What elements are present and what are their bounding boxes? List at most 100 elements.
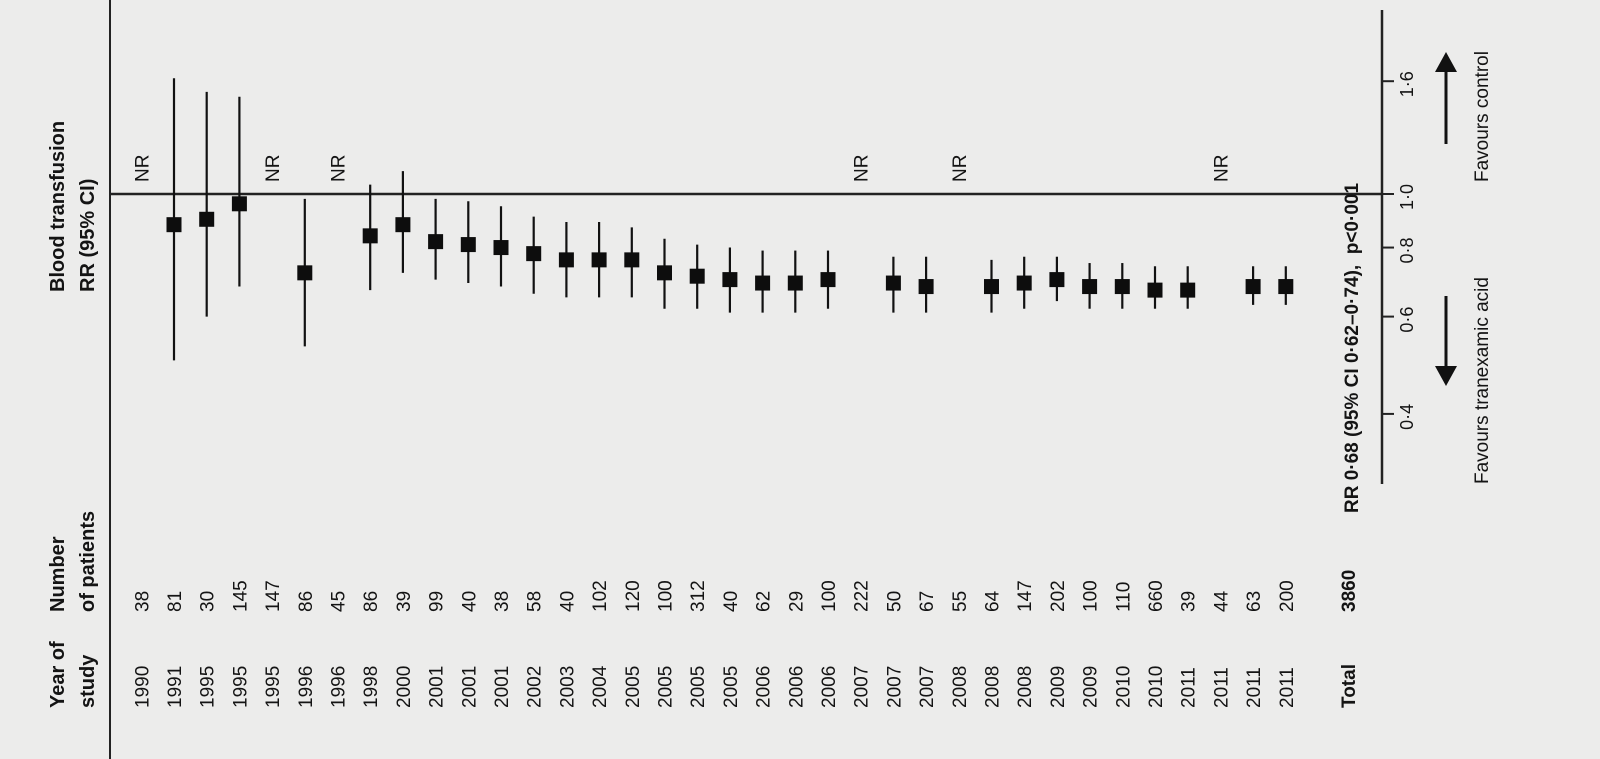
year-label: 2000 [394, 666, 415, 708]
total-patients: 3860 [1339, 570, 1360, 612]
point-estimate [722, 272, 738, 288]
year-label: 2009 [1081, 666, 1102, 708]
patients-label-group: 63 [1244, 591, 1265, 612]
total-patients-label: 3860 [1339, 570, 1360, 612]
year-label: 1995 [198, 666, 219, 708]
total-label: Total [1339, 664, 1360, 708]
point-estimate [591, 252, 607, 268]
year-label: 1990 [132, 666, 153, 708]
patients-label: 40 [721, 591, 742, 612]
point-estimate [231, 196, 247, 212]
year-label-group: 2009 [1048, 666, 1069, 708]
favours-control-label: Favours control [1472, 51, 1493, 182]
point-estimate [885, 275, 901, 291]
total-year-label: Total [1339, 664, 1360, 708]
point-estimate [395, 217, 411, 233]
point-estimate [493, 240, 509, 256]
header-patients-line1: Number [47, 536, 69, 612]
point-estimate [362, 228, 378, 244]
axis-ticks: 0·4 0·6 0·8 1·0 1·6 [1382, 71, 1417, 430]
patients-label: 100 [1081, 580, 1102, 612]
year-label: 2007 [852, 666, 873, 708]
patients-label-group: 81 [165, 591, 186, 612]
patients-label: 55 [950, 591, 971, 612]
patients-label-group: 40 [721, 591, 742, 612]
patients-label-group: 99 [427, 591, 448, 612]
patients-label-group: 62 [754, 591, 775, 612]
year-label-group: 2007 [852, 666, 873, 708]
year-label-group: 2003 [557, 666, 578, 708]
patients-label-group: 38 [132, 591, 153, 612]
tick-label-group: 1·0 [1397, 184, 1417, 210]
nr-label-group: NR [132, 155, 153, 182]
year-label: 2008 [950, 666, 971, 708]
patients-label: 64 [983, 590, 1004, 612]
year-label-group: 1995 [230, 666, 251, 708]
point-estimate [460, 237, 476, 253]
point-estimate [984, 279, 999, 295]
tick-label-group: 0·4 [1397, 404, 1417, 430]
point-estimate [558, 252, 574, 268]
year-label-group: 2008 [1015, 666, 1036, 708]
year-label: 1996 [329, 666, 350, 708]
year-label: 2005 [656, 666, 677, 708]
patients-label: 39 [394, 591, 415, 612]
year-label-group: 2005 [623, 666, 644, 708]
nr-label-group: NR [329, 155, 350, 182]
year-label-group: 2006 [754, 666, 775, 708]
year-label-group: 2004 [590, 665, 611, 708]
year-label-group: 2006 [819, 666, 840, 708]
tick-label: 1·0 [1397, 184, 1417, 210]
year-label: 2011 [1244, 667, 1265, 708]
year-label: 2001 [459, 666, 480, 708]
favours-control-arrowhead [1435, 52, 1457, 72]
point-estimate [297, 265, 313, 281]
study-rows: 1990 38 NR 1991 81 1995 30 1995 145 1995 147 NR 1996… [132, 78, 1298, 708]
patients-label-group: 38 [492, 591, 513, 612]
header-year: Year of study [47, 641, 99, 708]
patients-label-group: 200 [1277, 580, 1298, 612]
year-label: 2003 [557, 666, 578, 708]
patients-label: 63 [1244, 591, 1265, 612]
patients-label: 29 [786, 591, 807, 612]
nr-label: NR [263, 155, 284, 182]
patients-label: 99 [427, 591, 448, 612]
patients-label: 202 [1048, 580, 1069, 612]
header-patients-line2: of patients [77, 511, 99, 612]
header-rr-line1: Blood transfusion [47, 121, 69, 292]
patients-label-group: 40 [557, 591, 578, 612]
year-label: 2010 [1113, 666, 1134, 708]
summary-text: RR 0·68 (95% CI 0·62–0·74), p<0·001 [1342, 183, 1363, 513]
point-estimate [657, 265, 672, 281]
patients-label: 110 [1113, 582, 1134, 612]
year-label-group: 1995 [263, 666, 284, 708]
year-label-group: 2008 [950, 666, 971, 708]
year-label: 2005 [721, 666, 742, 708]
point-estimate [1114, 279, 1130, 295]
patients-label: 40 [459, 591, 480, 612]
patients-label-group: 40 [459, 591, 480, 612]
year-label: 2008 [983, 666, 1004, 708]
point-estimate [1016, 275, 1032, 291]
header-rr-line2: RR (95% CI) [77, 179, 99, 292]
tick-label-group: 1·6 [1397, 71, 1417, 97]
patients-label: 200 [1277, 580, 1298, 612]
tick-label: 0·8 [1397, 238, 1417, 264]
year-label-group: 2009 [1081, 666, 1102, 708]
patients-label-group: 86 [361, 591, 382, 612]
patients-label-group: 110 [1113, 582, 1134, 612]
year-label-group: 1996 [296, 666, 317, 708]
year-label: 1991 [165, 666, 186, 708]
patients-label: 67 [917, 591, 938, 612]
year-label: 1996 [296, 666, 317, 708]
year-label-group: 2005 [721, 666, 742, 708]
patients-label-group: 67 [917, 591, 938, 612]
year-label: 2007 [917, 666, 938, 708]
year-label-group: 2007 [917, 666, 938, 708]
year-label-group: 2010 [1113, 666, 1134, 708]
point-estimate [1147, 282, 1163, 298]
patients-label-group: 100 [819, 580, 840, 612]
year-label-group: 1996 [329, 666, 350, 708]
patients-label: 38 [492, 591, 513, 612]
